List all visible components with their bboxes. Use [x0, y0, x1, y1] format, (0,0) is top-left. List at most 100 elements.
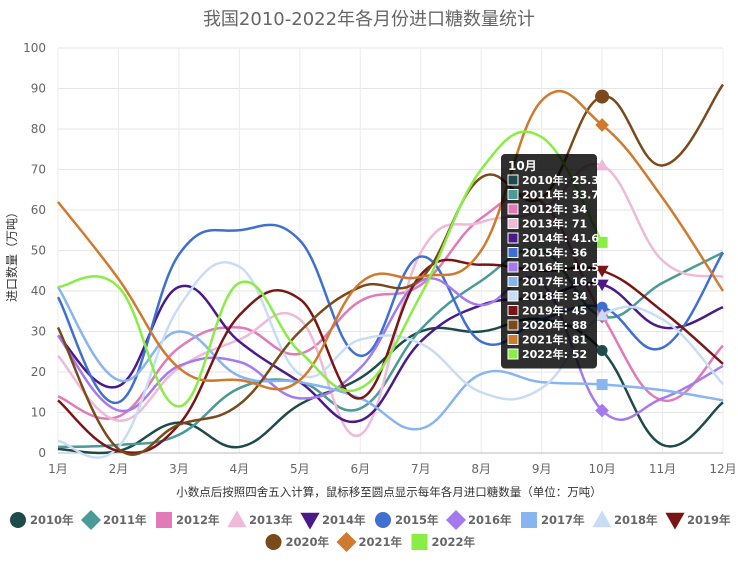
series-2017年 [56, 286, 724, 431]
tooltip-swatch [507, 305, 519, 316]
data-point[interactable] [595, 308, 609, 321]
tooltip-entry: 2013年: 71 [522, 217, 587, 231]
legend-marker[interactable] [521, 512, 537, 528]
data-point[interactable] [596, 301, 608, 313]
tooltip-swatch [507, 203, 519, 215]
data-point[interactable] [596, 379, 608, 391]
data-point[interactable] [596, 236, 608, 248]
legend-marker[interactable] [265, 534, 282, 550]
tooltip-title: 10月 [508, 159, 537, 173]
data-point[interactable] [595, 265, 609, 278]
legend-label: 2018年 [614, 513, 658, 527]
legend-item-2011年[interactable]: 2011年 [81, 510, 147, 530]
tooltip-swatch [507, 247, 519, 258]
x-tick-label: 12月 [709, 462, 736, 476]
chart-title: 我国2010-2022年各月份进口糖数量统计 [203, 9, 535, 30]
tooltip-swatch [507, 174, 519, 186]
legend-label: 2014年 [322, 513, 366, 527]
legend-item-2010年[interactable]: 2010年 [10, 512, 74, 528]
series-2022年 [57, 130, 608, 408]
legend-label: 2011年 [103, 513, 147, 527]
legend-marker[interactable] [81, 510, 101, 530]
legend-marker[interactable] [411, 534, 428, 550]
legend-marker[interactable] [156, 512, 172, 528]
tooltip-swatch [507, 189, 519, 200]
y-tick-label: 20 [31, 365, 46, 379]
y-tick-label: 40 [31, 284, 46, 298]
tooltip-entry: 2014年: 41.6 [522, 231, 599, 245]
y-tick-label: 50 [31, 244, 46, 258]
tooltip-swatch [507, 319, 519, 331]
tooltip-swatch [507, 334, 519, 345]
legend-item-2016年[interactable]: 2016年 [446, 510, 512, 530]
legend-item-2015年[interactable]: 2015年 [375, 512, 439, 528]
tooltip-entry: 2022年: 52 [522, 347, 587, 361]
tooltip-swatch [507, 218, 519, 229]
legend-item-2018年[interactable]: 2018年 [592, 510, 658, 528]
legend-item-2019年[interactable]: 2019年 [665, 512, 731, 530]
y-tick-label: 80 [31, 122, 46, 136]
legend-item-2013年[interactable]: 2013年 [227, 510, 293, 528]
legend-label: 2013年 [249, 513, 293, 527]
data-point[interactable] [595, 118, 609, 132]
tooltip-swatch [507, 232, 519, 244]
y-tick-label: 60 [31, 203, 46, 217]
data-point[interactable] [595, 403, 609, 418]
x-tick-label: 3月 [169, 462, 189, 476]
tooltip-entry: 2020年: 88 [522, 318, 587, 332]
x-tick-label: 2月 [109, 462, 129, 476]
series-2015年 [56, 223, 725, 404]
tooltip-entry: 2015年: 36 [522, 246, 587, 260]
legend-label: 2021年 [359, 535, 403, 549]
legend-marker[interactable] [227, 510, 247, 528]
data-point[interactable] [596, 345, 608, 357]
series-line [57, 162, 724, 438]
tooltip-entry: 2021年: 81 [522, 333, 587, 347]
x-tick-label: 4月 [230, 462, 250, 476]
legend-label: 2019年 [687, 513, 731, 527]
tooltip-entry: 2010年: 25.3 [522, 173, 599, 187]
tooltip-entry: 2018年: 34 [522, 289, 587, 303]
tooltip-entry: 2019年: 45 [522, 304, 587, 318]
series-lines [56, 83, 725, 459]
series-line [57, 247, 724, 449]
x-tick-label: 8月 [471, 462, 491, 476]
legend-label: 2022年 [432, 535, 476, 549]
legend-label: 2016年 [468, 513, 512, 527]
legend-marker[interactable] [336, 532, 357, 552]
series-2020年 [56, 83, 725, 456]
tooltip-swatch [507, 276, 519, 287]
x-tick-label: 6月 [350, 462, 370, 476]
y-axis-ticks: 0 10 20 30 40 50 60 70 80 90 100 [23, 41, 46, 460]
series-line [57, 130, 604, 408]
legend-item-2012年[interactable]: 2012年 [156, 512, 220, 528]
legend-marker[interactable] [10, 512, 26, 528]
legend-item-2020年[interactable]: 2020年 [265, 534, 330, 550]
legend-item-2017年[interactable]: 2017年 [521, 512, 585, 528]
legend: 2010年 2011年 2012年 2013年 2014年 2015年 2016年 2017年… [10, 510, 731, 552]
tooltip-swatch [507, 290, 519, 302]
legend-marker[interactable] [665, 512, 685, 530]
y-tick-label: 70 [31, 163, 46, 177]
legend-marker[interactable] [300, 512, 320, 530]
x-axis-label: 小数点后按照四舍五入计算，鼠标移至圆点显示每年各月进口糖数量（单位：万吨） [176, 485, 602, 499]
data-point[interactable] [595, 158, 609, 171]
series-2016年 [57, 275, 724, 421]
x-axis-ticks: 1月 2月 3月 4月 5月 6月 7月 8月 9月 10月 11月 12月 [48, 462, 736, 476]
legend-marker[interactable] [592, 510, 612, 528]
data-point[interactable] [595, 89, 610, 104]
legend-item-2021年[interactable]: 2021年 [336, 532, 403, 552]
legend-item-2014年[interactable]: 2014年 [300, 512, 366, 530]
series-2021年 [57, 89, 725, 391]
x-tick-label: 1月 [48, 462, 68, 476]
legend-marker[interactable] [446, 510, 466, 530]
data-point[interactable] [595, 279, 609, 292]
legend-label: 2020年 [286, 535, 330, 549]
tooltip-swatch [507, 348, 519, 360]
y-tick-label: 0 [38, 446, 46, 460]
legend-marker[interactable] [375, 512, 391, 528]
tooltip-entry: 2017年: 16.9 [522, 275, 599, 289]
x-tick-label: 11月 [649, 462, 676, 476]
legend-item-2022年[interactable]: 2022年 [411, 534, 476, 550]
